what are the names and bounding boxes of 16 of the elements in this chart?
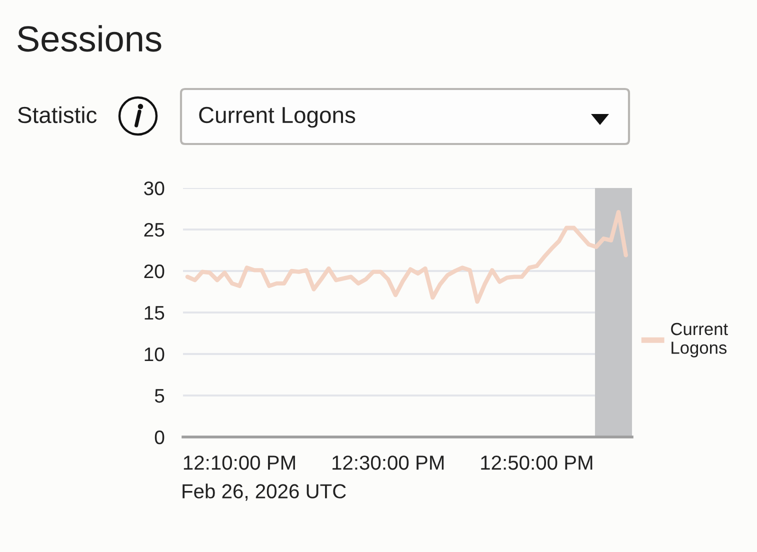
- text: Current Logons: [199, 106, 356, 128]
- x-axis-title: Feb 26, 2026 UTC: [182, 484, 346, 501]
- y-tick-label: 0: [154, 430, 164, 444]
- x-tick-label: 12:10:00 PM: [184, 456, 295, 470]
- y-tick-label: 30: [144, 181, 164, 196]
- legend-label: Current Logons: [671, 322, 728, 358]
- y-tick-label: 25: [144, 222, 164, 237]
- chart-title: Sessions: [18, 25, 162, 52]
- line-series: [185, 210, 628, 304]
- text: Statistic: [18, 106, 97, 124]
- x-tick-label: 12:50:00 PM: [481, 456, 592, 470]
- x-tick-label: 12:30:00 PM: [332, 456, 444, 470]
- y-tick-label: 5: [154, 389, 164, 403]
- y-tick-label: 20: [144, 264, 164, 278]
- y-tick-label: 10: [144, 347, 164, 362]
- y-tick-label: 15: [144, 306, 164, 320]
